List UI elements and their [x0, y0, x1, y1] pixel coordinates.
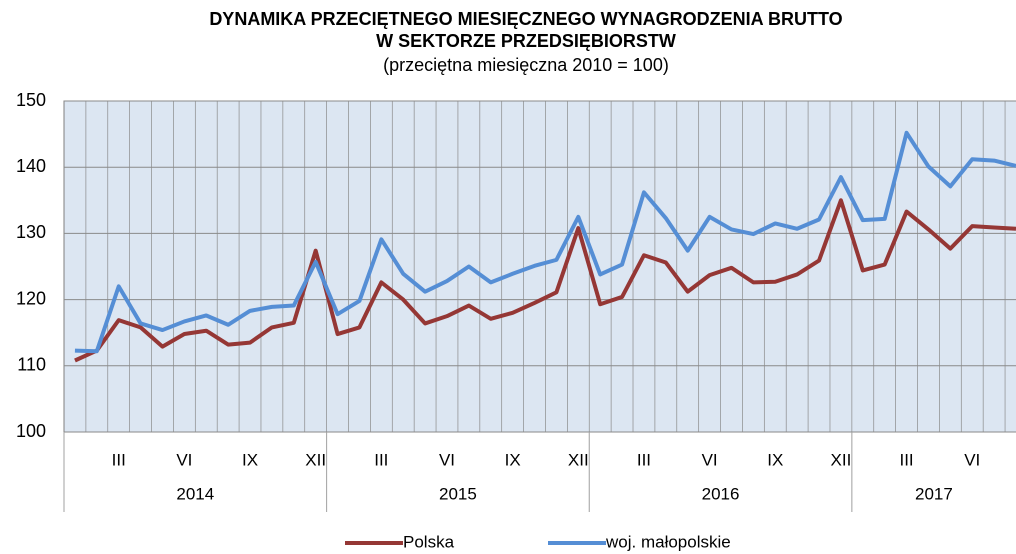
- y-tick-label: 130: [16, 222, 46, 242]
- plot-area: [63, 100, 1016, 433]
- year-label: 2014: [176, 484, 214, 503]
- x-tick-label: XII: [305, 450, 326, 469]
- chart-title: W SEKTORZE PRZEDSIĘBIORSTW: [376, 31, 676, 51]
- x-tick-label: IX: [242, 450, 258, 469]
- chart-subtitle: (przeciętna miesięczna 2010 = 100): [383, 55, 669, 75]
- series-line: [74, 198, 1016, 363]
- legend-label: woj. małopolskie: [605, 532, 731, 551]
- year-label: 2015: [439, 484, 477, 503]
- x-tick-label: III: [374, 450, 388, 469]
- year-label: 2016: [702, 484, 740, 503]
- y-tick-label: 140: [16, 156, 46, 176]
- y-tick-label: 100: [16, 421, 46, 441]
- x-tick-label: IX: [767, 450, 783, 469]
- x-tick-label: XII: [568, 450, 589, 469]
- y-tick-label: 120: [16, 288, 46, 308]
- x-tick-label: VI: [702, 450, 718, 469]
- legend-label: Polska: [403, 532, 455, 551]
- x-tick-label: VI: [176, 450, 192, 469]
- y-tick-label: 150: [16, 90, 46, 110]
- x-tick-label: VI: [439, 450, 455, 469]
- x-tick-label: III: [637, 450, 651, 469]
- x-tick-label: VI: [964, 450, 980, 469]
- x-tick-label: III: [112, 450, 126, 469]
- x-tick-label: IX: [505, 450, 521, 469]
- chart-title: DYNAMIKA PRZECIĘTNEGO MIESIĘCZNEGO WYNAG…: [209, 9, 842, 29]
- series-line: [74, 130, 1016, 354]
- x-tick-label: XII: [831, 450, 852, 469]
- year-label: 2017: [915, 484, 953, 503]
- x-tick-label: III: [899, 450, 913, 469]
- y-tick-label: 110: [17, 355, 46, 375]
